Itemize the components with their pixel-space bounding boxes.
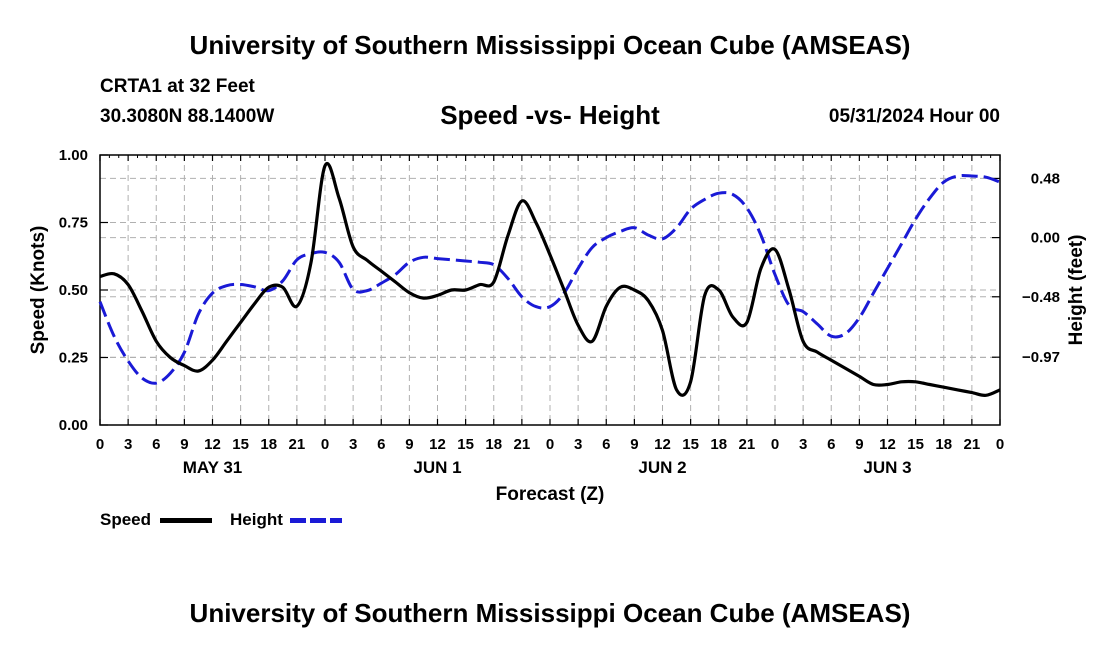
- height-series-line: [98, 173, 1001, 385]
- y2-tick-label: −0.48: [1022, 289, 1060, 306]
- x-tick-label: 15: [232, 436, 249, 453]
- x-tick-label: 3: [799, 436, 807, 453]
- x-tick-label: 0: [321, 436, 329, 453]
- chart-subtitle: Speed -vs- Height: [440, 100, 660, 130]
- x-day-label: JUN 3: [863, 458, 911, 477]
- x-tick-label: 15: [907, 436, 924, 453]
- x-tick-label: 6: [602, 436, 610, 453]
- y2-tick-label: −0.97: [1022, 349, 1060, 366]
- x-tick-label: 18: [710, 436, 727, 453]
- x-tick-label: 15: [682, 436, 699, 453]
- x-tick-label: 12: [654, 436, 671, 453]
- station-label: CRTA1 at 32 Feet: [100, 76, 255, 97]
- x-day-label: MAY 31: [183, 458, 243, 477]
- x-tick-label: 12: [429, 436, 446, 453]
- x-tick-label: 6: [827, 436, 835, 453]
- legend-height-swatch: [290, 518, 342, 523]
- x-tick-label: 9: [180, 436, 188, 453]
- footer-title: University of Southern Mississippi Ocean…: [189, 598, 911, 628]
- x-day-label: JUN 2: [638, 458, 686, 477]
- x-tick-label: 21: [289, 436, 306, 453]
- y2-tick-label: 0.00: [1031, 230, 1060, 247]
- x-tick-label: 3: [124, 436, 132, 453]
- station-coords: 30.3080N 88.1400W: [100, 106, 275, 127]
- x-tick-label: 9: [630, 436, 638, 453]
- speed-series-line: [99, 161, 1001, 397]
- x-tick-label: 18: [485, 436, 502, 453]
- x-tick-label: 18: [260, 436, 277, 453]
- x-tick-label: 21: [964, 436, 981, 453]
- x-tick-label: 12: [879, 436, 896, 453]
- chart-main-title: University of Southern Mississippi Ocean…: [189, 30, 911, 60]
- legend-speed-label: Speed: [100, 510, 152, 529]
- x-tick-label: 6: [152, 436, 160, 453]
- x-tick-label: 9: [405, 436, 413, 453]
- x-tick-label: 0: [771, 436, 779, 453]
- y-tick-label: 0.75: [59, 215, 88, 232]
- y2-axis-title: Height (feet): [1066, 235, 1087, 346]
- y-tick-label: 0.50: [59, 282, 88, 299]
- x-tick-label: 0: [546, 436, 554, 453]
- x-tick-label: 0: [996, 436, 1004, 453]
- y-axis-title: Speed (Knots): [28, 226, 49, 355]
- y-tick-label: 0.25: [59, 350, 88, 367]
- x-tick-label: 21: [739, 436, 756, 453]
- y-tick-label: 0.00: [59, 417, 88, 434]
- x-axis-title: Forecast (Z): [496, 484, 605, 505]
- x-tick-label: 15: [457, 436, 474, 453]
- x-tick-label: 18: [935, 436, 952, 453]
- x-tick-label: 3: [574, 436, 582, 453]
- legend-height-label: Height: [230, 510, 283, 529]
- x-tick-label: 6: [377, 436, 385, 453]
- x-tick-label: 3: [349, 436, 357, 453]
- x-tick-label: 12: [204, 436, 221, 453]
- y-tick-label: 1.00: [59, 147, 88, 164]
- x-tick-label: 9: [855, 436, 863, 453]
- x-day-label: JUN 1: [413, 458, 461, 477]
- y2-tick-label: 0.48: [1031, 170, 1060, 187]
- x-tick-label: 21: [514, 436, 531, 453]
- legend-speed-swatch: [160, 518, 212, 523]
- forecast-datetime: 05/31/2024 Hour 00: [828, 106, 1000, 127]
- x-tick-label: 0: [96, 436, 104, 453]
